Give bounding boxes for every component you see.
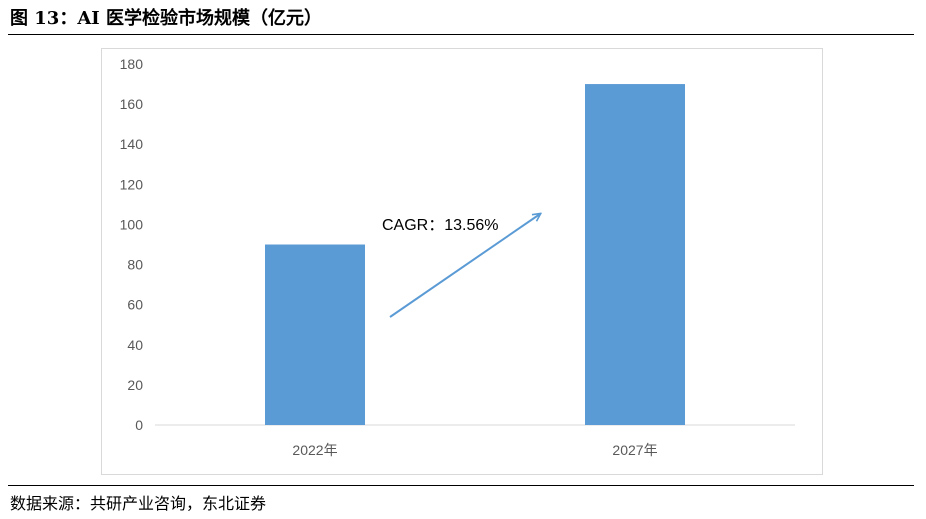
y-tick-label: 20 [127,377,143,393]
x-tick-label: 2022年 [292,442,337,458]
y-tick-label: 120 [120,176,144,192]
cagr-annotation: CAGR：13.56% [382,217,499,234]
y-tick-label: 0 [135,417,143,433]
source-note: 数据来源：共研产业咨询，东北证券 [10,494,267,513]
y-tick-label: 60 [127,297,143,313]
bar-2 [585,84,685,426]
y-tick-label: 140 [120,136,144,152]
bar-1 [265,244,365,425]
title-rule [8,34,914,35]
x-axis-tick-labels: 2022年 2027年 [292,442,657,458]
cagr-arrow [389,214,540,318]
y-tick-label: 180 [120,56,144,72]
y-tick-label: 80 [127,257,143,273]
chart-frame [101,48,823,475]
y-axis-tick-labels: 0 20 40 60 80 100 120 140 160 180 [120,56,144,433]
y-tick-label: 40 [127,337,143,353]
y-tick-label: 100 [120,216,144,232]
x-tick-label: 2027年 [612,442,657,458]
y-tick-label: 160 [120,96,144,112]
bars [265,84,685,426]
source-rule [8,485,914,486]
figure-title: 图 13：AI 医学检验市场规模（亿元） [10,8,322,29]
